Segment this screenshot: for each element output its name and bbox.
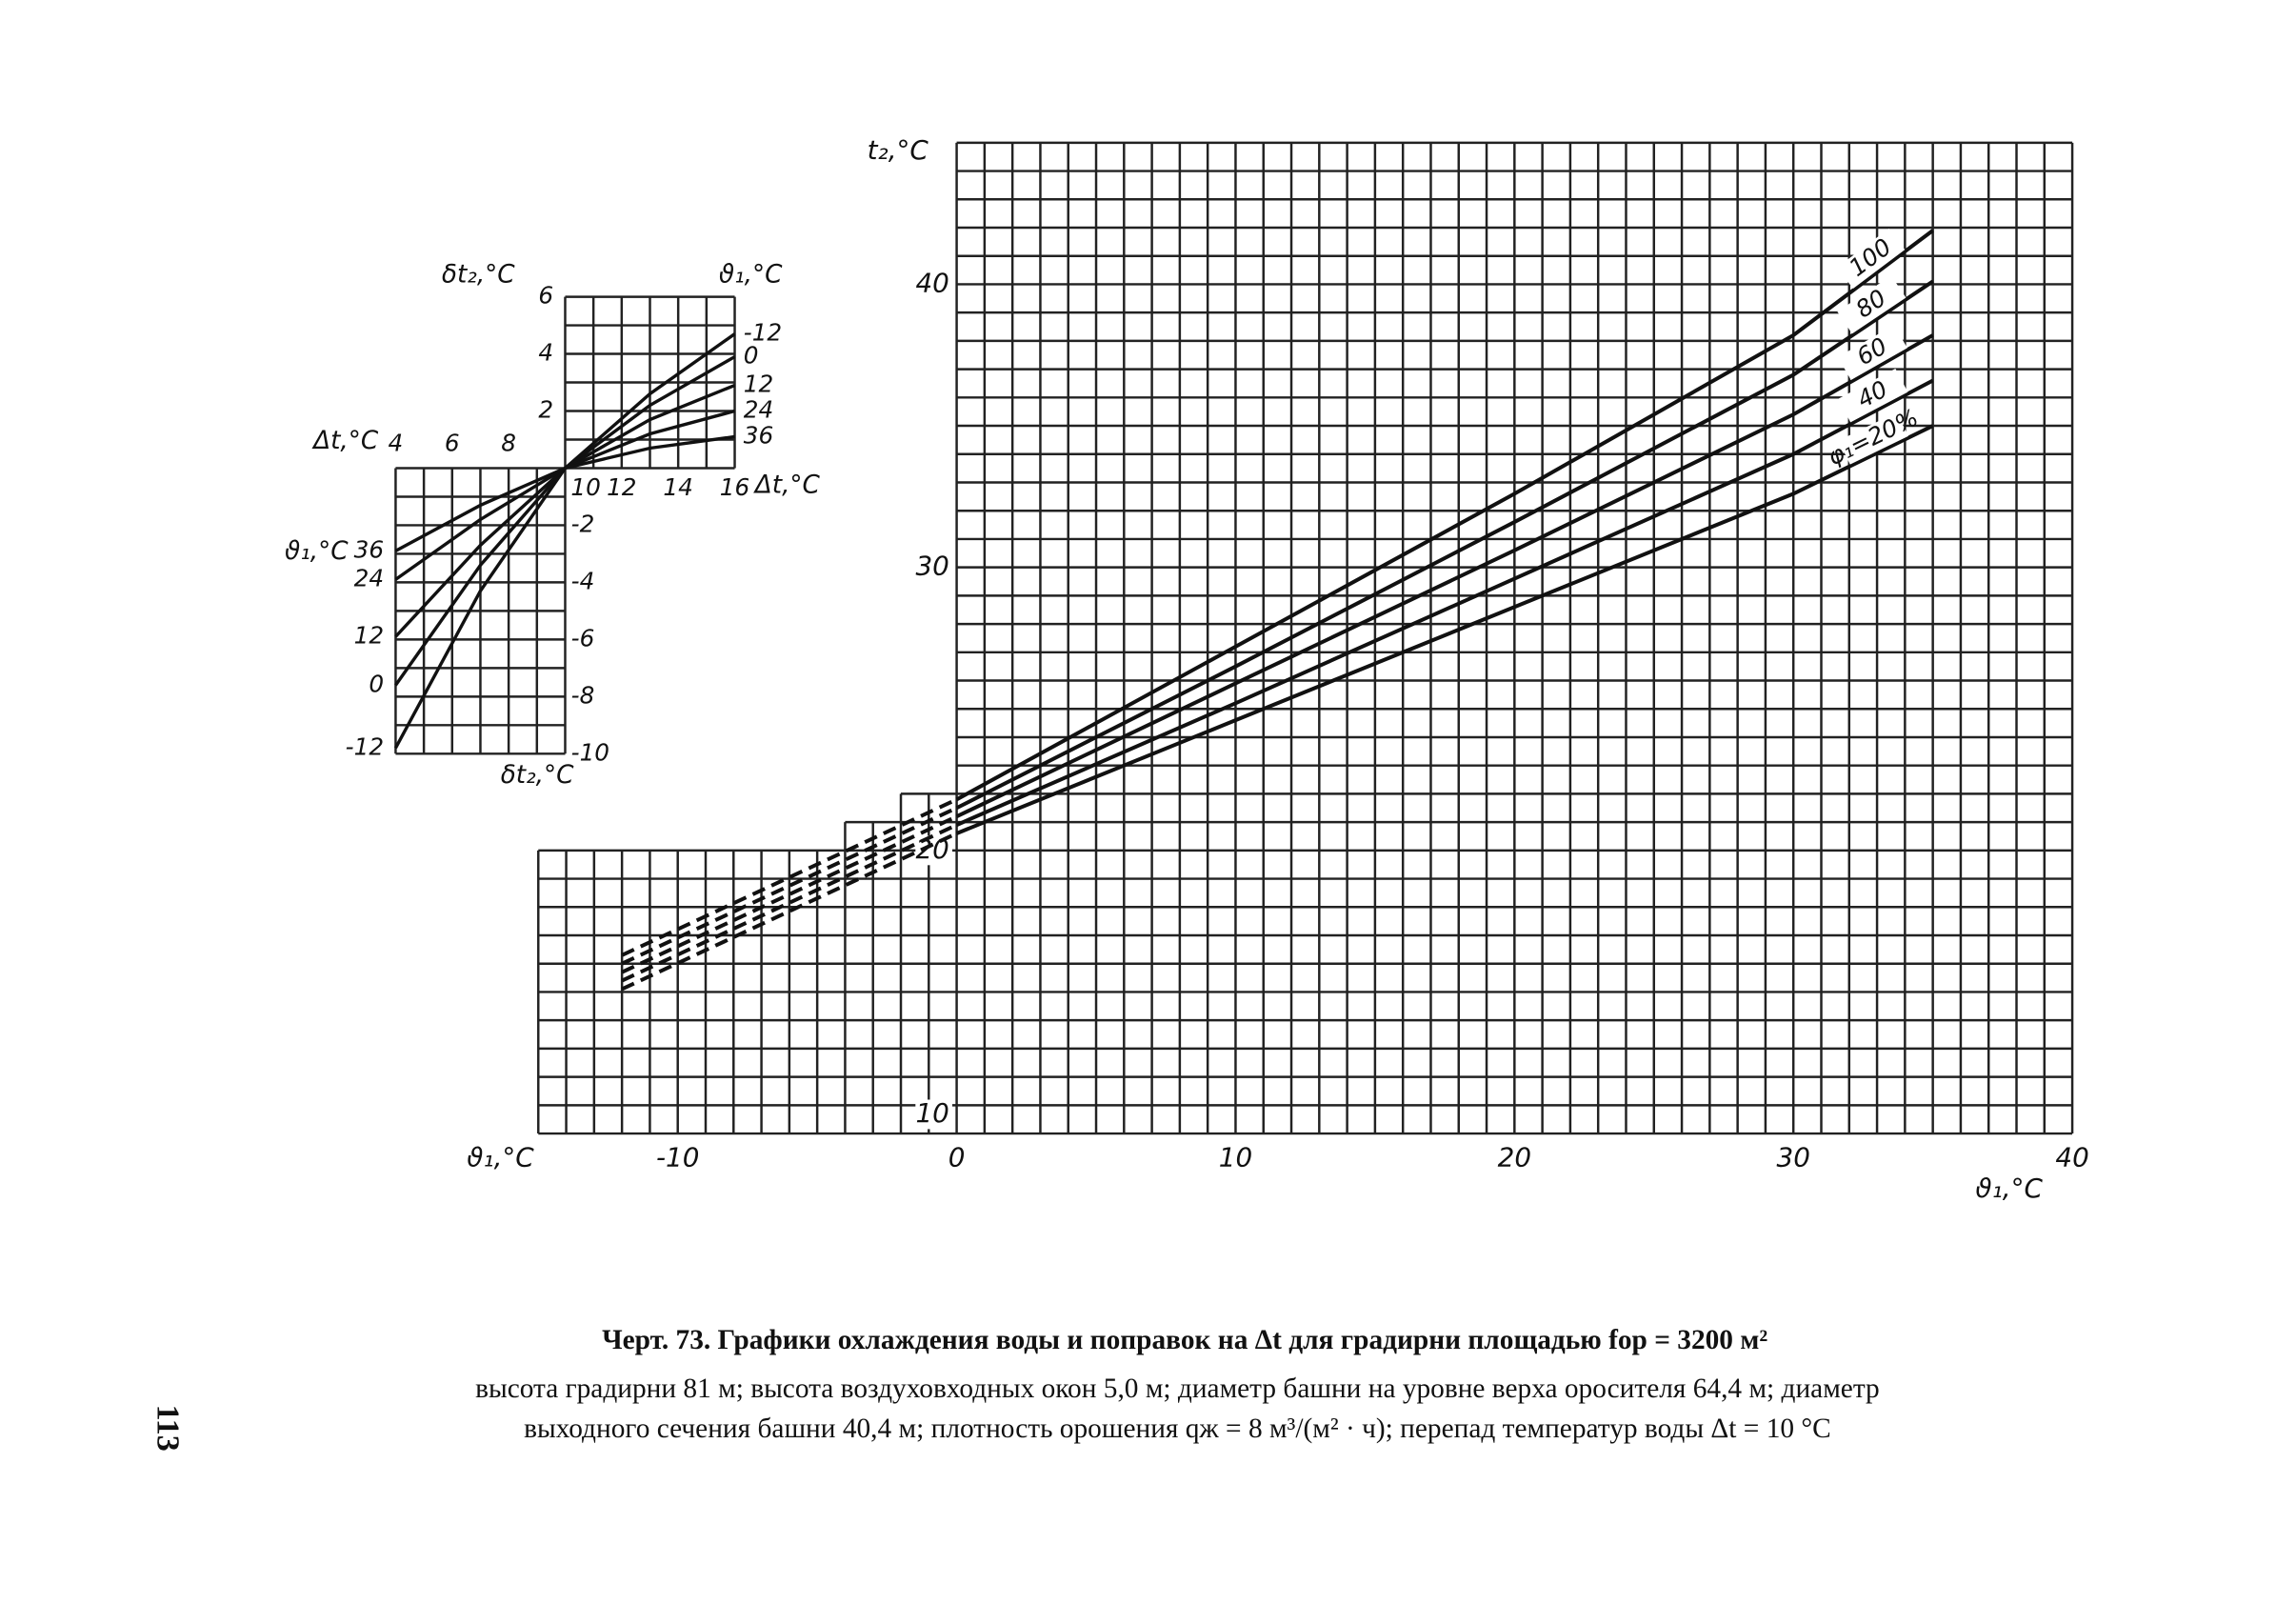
y-tick-label: -2 [571, 510, 595, 537]
series-label: 36 [354, 535, 384, 563]
axis-label: t₂,°C [868, 134, 929, 166]
series-label-bg [1837, 275, 1907, 334]
y-tick-label: -6 [571, 624, 595, 652]
axis-label: Δt,°C [753, 471, 821, 500]
x-tick-label: 30 [1777, 1141, 1810, 1173]
series-label: 36 [744, 421, 773, 449]
x-tick-label: 10 [570, 473, 600, 501]
y-tick-label: 30 [915, 551, 948, 582]
tick-label-bg [915, 1099, 952, 1130]
series-line [955, 333, 1934, 818]
series-axis-label: ϑ₁,°C [719, 261, 783, 290]
x-tick-label: 14 [663, 473, 692, 501]
series-line [955, 424, 1934, 835]
x-tick-label: 40 [2055, 1141, 2088, 1173]
series-line [955, 279, 1934, 811]
series-label-bg [1838, 369, 1908, 423]
caption-line: выходного сечения башни 40,4 м; плотност… [524, 1414, 1831, 1444]
series-label: 0 [744, 342, 759, 370]
series-label-bg [1837, 325, 1907, 381]
x-tick-label: 0 [948, 1141, 966, 1173]
caption-title: Черт. 73. Графики охлаждения воды и попр… [602, 1325, 1767, 1355]
x-tick-label: 6 [445, 430, 460, 457]
y-tick-label: -8 [571, 681, 595, 709]
axis-label: ϑ₁,°C [467, 1141, 534, 1173]
axis-label: Δt,°C [311, 427, 379, 455]
series-line [955, 378, 1934, 827]
series-label: 24 [354, 564, 384, 591]
series-axis-label: ϑ₁,°C [285, 537, 349, 566]
x-tick-label: -10 [656, 1141, 699, 1173]
series-line [394, 434, 735, 552]
tick-label-bg [915, 269, 952, 299]
caption-line: высота градирни 81 м; высота воздуховход… [475, 1373, 1880, 1404]
x-tick-label: 8 [501, 430, 516, 457]
y-tick-label: -4 [571, 567, 595, 594]
series-label: -12 [744, 319, 782, 347]
axis-label: δt₂,°C [442, 261, 515, 290]
axis-label: δt₂,°C [501, 761, 574, 790]
series-label: 12 [744, 371, 773, 398]
y-tick-label: 2 [538, 396, 553, 424]
x-tick-label: 16 [720, 473, 749, 501]
series-label: -12 [346, 732, 384, 760]
series-label: 12 [354, 621, 384, 649]
series-line [955, 229, 1934, 802]
axis-label: ϑ₁,°C [1975, 1173, 2043, 1204]
series-label: 24 [744, 396, 773, 424]
x-tick-label: 4 [389, 430, 404, 457]
page-number: 113 [150, 1405, 185, 1452]
y-tick-label: -10 [571, 738, 609, 766]
x-tick-label: 20 [1498, 1141, 1531, 1173]
series-label-bg [1838, 411, 1908, 465]
y-tick-label: 6 [538, 282, 553, 310]
series-label-bg [1837, 228, 1906, 289]
y-tick-label: 40 [915, 267, 948, 298]
tick-label-bg [915, 552, 952, 583]
y-tick-label: 4 [538, 339, 553, 367]
x-tick-label: 10 [1219, 1141, 1252, 1173]
x-tick-label: 12 [607, 473, 636, 501]
y-tick-label: 10 [915, 1097, 948, 1129]
series-label: 0 [369, 670, 384, 697]
